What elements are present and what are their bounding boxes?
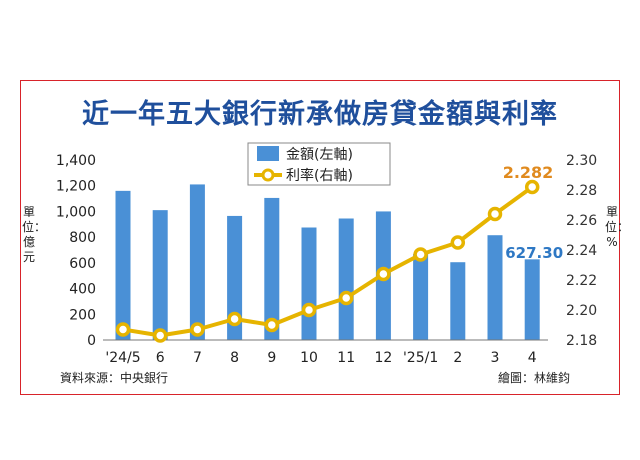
- left-axis-tick: 400: [69, 282, 96, 298]
- left-axis-tick: 600: [69, 256, 96, 272]
- right-axis-tick: 2.22: [566, 273, 597, 289]
- left-axis-tick: 0: [87, 333, 96, 349]
- legend-line-marker: [261, 168, 275, 182]
- bar: [227, 215, 243, 340]
- source-note: 資料來源：中央銀行: [60, 371, 169, 385]
- left-axis-tick: 1,200: [56, 179, 96, 195]
- rate-point: [487, 206, 503, 222]
- rate-line: [122, 185, 534, 338]
- chart-title: 近一年五大銀行新承做房貸金額與利率: [82, 99, 558, 130]
- rate-point: [115, 322, 131, 337]
- bar: [524, 259, 540, 340]
- bar: [487, 235, 503, 340]
- x-axis-tick: '24/5: [105, 350, 140, 366]
- x-axis-tick: 8: [230, 350, 239, 366]
- bar: [338, 218, 354, 340]
- bar: [264, 197, 280, 340]
- rate-point: [413, 247, 428, 262]
- left-axis-tick: 800: [69, 230, 96, 246]
- right-axis-tick: 2.20: [566, 303, 597, 319]
- x-axis-tick: 10: [300, 350, 318, 366]
- x-axis-tick: 7: [193, 350, 202, 366]
- bar: [189, 184, 205, 340]
- right-axis-tick: 2.30: [566, 153, 597, 169]
- rate-point: [227, 311, 242, 327]
- rate-point: [190, 322, 205, 337]
- right-axis-tick: 2.18: [566, 333, 597, 349]
- bar: [115, 190, 131, 340]
- bar: [301, 227, 317, 340]
- bar: [450, 262, 466, 340]
- x-axis-tick: 6: [156, 350, 165, 366]
- line-last-value-label: 2.282: [503, 163, 554, 182]
- legend-bar-label: 金額(左軸): [286, 147, 353, 163]
- x-axis-tick: 2: [453, 350, 462, 366]
- x-axis-tick: 12: [374, 350, 392, 366]
- x-axis-tick: 11: [337, 350, 355, 366]
- bar-last-value-label: 627.30: [505, 244, 563, 262]
- left-axis-tick: 1,400: [56, 153, 96, 169]
- bar: [152, 210, 168, 340]
- rate-point: [524, 179, 540, 195]
- right-axis-tick: 2.24: [566, 243, 597, 259]
- x-axis-tick: 9: [267, 350, 276, 366]
- rate-point: [338, 290, 354, 306]
- rate-point: [301, 302, 317, 318]
- rate-point: [376, 266, 391, 282]
- rate-point: [264, 317, 280, 333]
- credit-note: 繪圖：林維鈞: [498, 371, 571, 385]
- x-axis-tick: 3: [491, 350, 500, 366]
- legend-line-label: 利率(右軸): [286, 167, 353, 184]
- x-axis-tick: '25/1: [403, 350, 438, 366]
- left-axis-tick: 200: [69, 307, 96, 323]
- left-axis-tick: 1,000: [56, 204, 96, 220]
- rate-point: [152, 328, 168, 343]
- right-axis-tick: 2.28: [566, 183, 597, 199]
- rate-point: [450, 235, 466, 250]
- right-axis-tick: 2.26: [566, 213, 597, 229]
- bar: [413, 253, 429, 340]
- x-axis-tick: 4: [528, 350, 537, 366]
- legend-bar-swatch: [257, 146, 279, 161]
